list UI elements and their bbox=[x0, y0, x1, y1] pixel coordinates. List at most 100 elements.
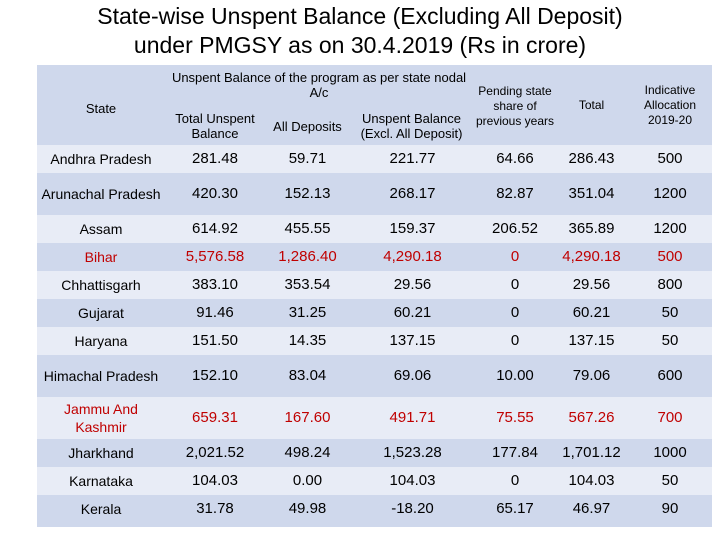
cell-total-unspent: 91.46 bbox=[196, 304, 234, 321]
table-row: Kerala 31.78 49.98 -18.20 65.17 46.97 90 bbox=[37, 495, 712, 523]
cell-total: 1,701.12 bbox=[562, 444, 621, 461]
cell-total-unspent: 5,576.58 bbox=[185, 248, 245, 265]
cell-indicative: 50 bbox=[661, 304, 679, 321]
cell-unspent-excl: 4,290.18 bbox=[383, 248, 442, 265]
cell-pending-share: 82.87 bbox=[496, 185, 534, 202]
title-line-1: State-wise Unspent Balance (Excluding Al… bbox=[97, 3, 623, 29]
cell-all-deposits: 353.54 bbox=[284, 276, 331, 293]
cell-unspent-excl: 1,523.28 bbox=[383, 444, 442, 461]
cell-pending-share: 0 bbox=[510, 304, 520, 321]
cell-pending-share: 75.55 bbox=[496, 409, 534, 426]
cell-state: Assam bbox=[79, 221, 123, 237]
cell-total: 351.04 bbox=[568, 185, 615, 202]
cell-state: Arunachal Pradesh bbox=[41, 186, 161, 202]
cell-state: Gujarat bbox=[78, 305, 124, 321]
cell-unspent-excl: 60.21 bbox=[393, 304, 432, 321]
table-row: Karnataka 104.03 0.00 104.03 0 104.03 50 bbox=[37, 467, 712, 495]
cell-unspent-excl: 491.71 bbox=[389, 409, 436, 426]
cell-unspent-excl: 29.56 bbox=[393, 276, 432, 293]
table-row: Chhattisgarh 383.10 353.54 29.56 0 29.56 800 bbox=[37, 271, 712, 299]
header-group: Unspent Balance of the program as per st… bbox=[171, 70, 467, 100]
cell-total: 137.15 bbox=[568, 332, 615, 349]
cell-all-deposits: 59.71 bbox=[288, 150, 327, 167]
cell-total: 46.97 bbox=[572, 500, 611, 517]
title-line-2: under PMGSY as on 30.4.2019 (Rs in crore… bbox=[133, 32, 587, 58]
cell-state: Karnataka bbox=[69, 473, 133, 489]
cell-total: 104.03 bbox=[568, 472, 615, 489]
cell-pending-share: 0 bbox=[510, 276, 520, 293]
header-pending-share: Pending state share of previous years bbox=[475, 83, 555, 128]
cell-total-unspent: 281.48 bbox=[192, 150, 238, 167]
cell-state: Jharkhand bbox=[68, 445, 134, 461]
cell-unspent-excl: -18.20 bbox=[391, 500, 434, 517]
cell-indicative: 600 bbox=[657, 367, 683, 384]
table-row: Assam 614.92 455.55 159.37 206.52 365.89 1200 bbox=[37, 215, 712, 243]
cell-all-deposits: 0.00 bbox=[292, 472, 323, 489]
cell-total: 567.26 bbox=[568, 409, 615, 426]
cell-unspent-excl: 137.15 bbox=[389, 332, 436, 349]
header-total: Total bbox=[578, 97, 605, 112]
header-unspent-excl: Unspent Balance (Excl. All Deposit) bbox=[360, 111, 463, 141]
cell-state: Chhattisgarh bbox=[61, 277, 141, 293]
table-row: Himachal Pradesh 152.10 83.04 69.06 10.00 79.… bbox=[37, 355, 712, 397]
cell-pending-share: 0 bbox=[510, 472, 520, 489]
table-row: Haryana 151.50 14.35 137.15 0 137.15 50 bbox=[37, 327, 712, 355]
table-row: Andhra Pradesh 281.48 59.71 221.77 64.66 286.… bbox=[37, 145, 712, 173]
cell-pending-share: 206.52 bbox=[492, 220, 538, 237]
balance-table: State Unspent Balance of the program as … bbox=[37, 65, 712, 527]
cell-total-unspent: 659.31 bbox=[192, 409, 238, 426]
table-row: Arunachal Pradesh 420.30 152.13 268.17 82.87… bbox=[37, 173, 712, 215]
cell-total-unspent: 104.03 bbox=[192, 472, 238, 489]
cell-indicative: 500 bbox=[657, 150, 683, 167]
cell-indicative: 1200 bbox=[653, 185, 687, 202]
cell-indicative: 50 bbox=[661, 472, 679, 489]
cell-all-deposits: 455.55 bbox=[284, 220, 331, 237]
cell-state: Kerala bbox=[80, 501, 122, 517]
cell-all-deposits: 49.98 bbox=[288, 500, 327, 517]
cell-indicative: 500 bbox=[657, 248, 683, 265]
cell-total: 79.06 bbox=[572, 367, 611, 384]
cell-all-deposits: 31.25 bbox=[288, 304, 327, 321]
cell-pending-share: 0 bbox=[510, 332, 520, 349]
cell-unspent-excl: 268.17 bbox=[389, 185, 436, 202]
table-row: Bihar 5,576.58 1,286.40 4,290.18 0 4,290.18 50… bbox=[37, 243, 712, 271]
cell-indicative: 1000 bbox=[653, 444, 687, 461]
cell-state: Bihar bbox=[84, 249, 118, 265]
table-row: Gujarat 91.46 31.25 60.21 0 60.21 50 bbox=[37, 299, 712, 327]
cell-pending-share: 64.66 bbox=[496, 150, 534, 167]
cell-pending-share: 0 bbox=[510, 248, 520, 265]
cell-indicative: 1200 bbox=[653, 220, 687, 237]
cell-pending-share: 10.00 bbox=[496, 367, 534, 384]
cell-indicative: 90 bbox=[661, 500, 679, 517]
cell-total: 29.56 bbox=[572, 276, 611, 293]
cell-unspent-excl: 159.37 bbox=[389, 220, 436, 237]
header-all-deposits: All Deposits bbox=[273, 118, 342, 134]
cell-state: Jammu And Kashmir bbox=[64, 401, 138, 435]
cell-indicative: 800 bbox=[657, 276, 683, 293]
cell-indicative: 700 bbox=[657, 409, 683, 426]
table-row: Jammu And Kashmir 659.31 167.60 491.71 75.55… bbox=[37, 397, 712, 439]
cell-total: 4,290.18 bbox=[562, 248, 621, 265]
cell-total-unspent: 614.92 bbox=[192, 220, 238, 237]
cell-all-deposits: 498.24 bbox=[284, 444, 331, 461]
table-row: Jharkhand 2,021.52 498.24 1,523.28 177.84 1,7… bbox=[37, 439, 712, 467]
cell-total: 365.89 bbox=[568, 220, 615, 237]
cell-state: Himachal Pradesh bbox=[43, 368, 159, 384]
cell-all-deposits: 152.13 bbox=[284, 185, 331, 202]
cell-indicative: 50 bbox=[661, 332, 679, 349]
cell-total: 286.43 bbox=[568, 150, 615, 167]
cell-all-deposits: 14.35 bbox=[288, 332, 327, 349]
cell-total-unspent: 151.50 bbox=[192, 332, 238, 349]
cell-pending-share: 65.17 bbox=[496, 500, 534, 517]
cell-total-unspent: 2,021.52 bbox=[185, 444, 245, 461]
cell-total-unspent: 31.78 bbox=[196, 500, 234, 517]
header-state: State bbox=[85, 100, 117, 116]
cell-unspent-excl: 221.77 bbox=[389, 150, 436, 167]
cell-unspent-excl: 69.06 bbox=[393, 367, 432, 384]
cell-all-deposits: 83.04 bbox=[288, 367, 327, 384]
cell-pending-share: 177.84 bbox=[492, 444, 538, 461]
cell-unspent-excl: 104.03 bbox=[389, 472, 436, 489]
cell-state: Haryana bbox=[74, 333, 128, 349]
cell-total-unspent: 420.30 bbox=[192, 185, 238, 202]
table-header: State Unspent Balance of the program as … bbox=[37, 65, 712, 151]
